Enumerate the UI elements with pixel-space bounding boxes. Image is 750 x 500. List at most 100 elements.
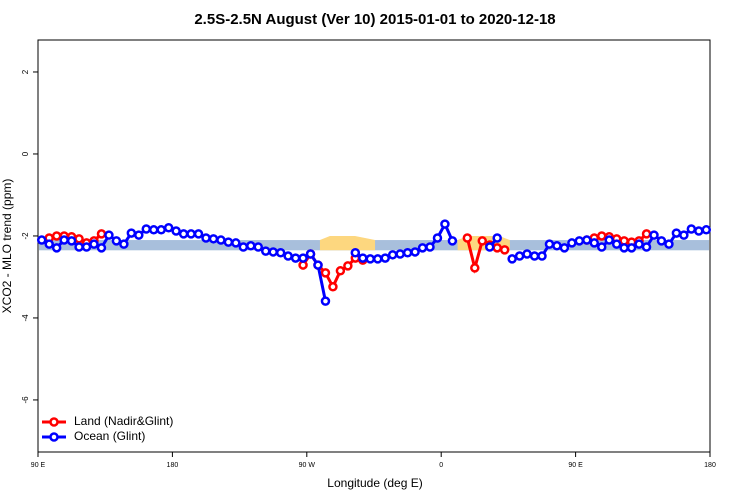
data-point [649, 230, 659, 240]
data-point [111, 236, 122, 246]
data-point [492, 243, 502, 253]
x-tick-label: 180 [167, 462, 179, 469]
data-point [51, 231, 62, 241]
data-point [380, 253, 390, 263]
data-point [96, 243, 107, 253]
data-point [664, 239, 674, 249]
data-point [193, 229, 204, 239]
data-point [66, 236, 77, 246]
data-point [238, 242, 249, 252]
data-point [440, 219, 450, 229]
data-point [141, 224, 152, 234]
data-point [701, 225, 712, 235]
data-point [470, 263, 480, 273]
data-point [395, 249, 405, 259]
data-point [626, 243, 637, 253]
data-point [208, 234, 219, 244]
x-tick-label: 90 E [568, 462, 583, 469]
y-tick-label: 0 [21, 151, 30, 156]
data-point [484, 242, 495, 252]
data-point [51, 243, 62, 253]
data-point [529, 251, 540, 261]
shaded-area [319, 235, 376, 251]
data-point [507, 254, 517, 264]
data-point [372, 254, 383, 264]
data-point [89, 239, 99, 249]
y-tick-label: 2 [21, 69, 30, 74]
data-point [596, 242, 607, 252]
data-point [462, 233, 473, 243]
data-point [582, 235, 592, 245]
data-point [59, 235, 69, 245]
data-point [499, 245, 510, 255]
data-point [358, 253, 368, 263]
data-point [619, 243, 629, 253]
data-point [320, 296, 331, 306]
data-point [679, 230, 689, 240]
data-point [186, 229, 196, 239]
data-point [694, 226, 704, 236]
x-tick-label: 90 W [299, 462, 316, 469]
data-point [634, 239, 644, 249]
data-point [552, 241, 562, 251]
data-point [290, 253, 301, 263]
data-point [589, 238, 600, 248]
data-point [246, 241, 256, 251]
data-point [447, 236, 458, 246]
data-point [44, 239, 54, 249]
data-point [365, 254, 376, 264]
data-point [298, 253, 308, 263]
y-tick-label: -6 [21, 396, 30, 404]
x-axis-label: Longitude (deg E) [327, 476, 422, 490]
data-point [328, 282, 338, 292]
data-point [567, 238, 577, 248]
plot-frame [37, 39, 711, 453]
data-point [522, 249, 532, 259]
data-point [74, 242, 84, 252]
data-point [171, 226, 181, 236]
data-point [559, 243, 570, 253]
data-point [596, 231, 607, 241]
legend-label: Ocean (Glint) [74, 429, 145, 443]
legend-marker [49, 432, 59, 442]
data-point [656, 236, 667, 246]
legend-label: Land (Nadir&Glint) [74, 414, 173, 428]
data-point [402, 248, 413, 258]
data-point [81, 242, 92, 252]
y-axis-label: XCO2 - MLO trend (ppm) [0, 179, 14, 314]
data-point [96, 229, 107, 239]
data-point [119, 239, 129, 249]
data-point [104, 230, 114, 240]
data-point [275, 248, 286, 258]
data-point [268, 247, 278, 257]
y-tick-label: -2 [21, 232, 30, 240]
data-point [343, 261, 353, 271]
data-point [216, 235, 226, 245]
data-point [611, 239, 622, 249]
data-point [492, 233, 502, 243]
y-tick-label: -4 [21, 314, 30, 322]
data-point [260, 246, 271, 256]
data-point [686, 224, 697, 234]
data-point [514, 251, 525, 261]
data-point [283, 251, 293, 261]
data-point [417, 243, 428, 253]
data-point [156, 225, 166, 235]
data-point [178, 229, 189, 239]
data-point [126, 228, 137, 238]
x-tick-label: 0 [439, 462, 443, 469]
data-point [537, 251, 547, 261]
x-tick-label: 90 E [31, 462, 46, 469]
data-point [231, 238, 241, 248]
data-point [36, 235, 47, 245]
data-point [201, 233, 211, 243]
data-point [387, 250, 398, 260]
data-point [335, 266, 346, 276]
data-point [544, 239, 555, 249]
data-point [671, 228, 682, 238]
data-point [134, 230, 144, 240]
x-tick-label: 180 [704, 462, 716, 469]
data-point [604, 235, 614, 245]
data-point [477, 236, 488, 246]
